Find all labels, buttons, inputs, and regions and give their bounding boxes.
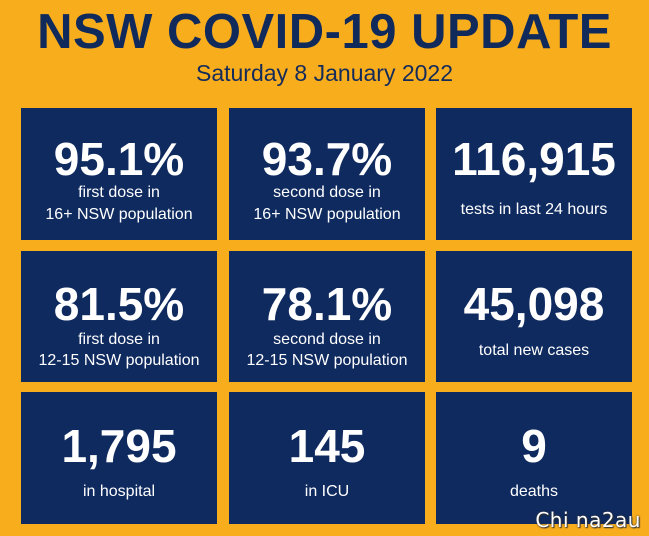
stat-value: 81.5% (53, 278, 185, 330)
stat-label-line1: total new cases (478, 342, 590, 359)
stat-tile-second-dose-12-15: 78.1% second dose in 12-15 NSW populatio… (229, 251, 425, 382)
stat-value: 145 (288, 420, 366, 472)
stat-label-line1: in ICU (304, 483, 350, 500)
stat-label-line1: second dose in (273, 331, 381, 348)
page-title: NSW COVID-19 UPDATE (37, 5, 612, 59)
stat-value: 95.1% (53, 133, 185, 185)
stat-label-line2: 16+ NSW population (253, 206, 401, 223)
stat-value: 1,795 (61, 420, 177, 472)
update-date: Saturday 8 January 2022 (195, 60, 453, 86)
stat-tile-second-dose-16plus: 93.7% second dose in 16+ NSW population (229, 108, 425, 240)
stat-label-line2: 16+ NSW population (45, 206, 193, 223)
stat-tile-icu: 145 in ICU (229, 392, 425, 524)
stat-tile-deaths: 9 deaths (436, 392, 632, 524)
stat-value: 93.7% (261, 133, 393, 185)
stat-label-line1: in hospital (82, 483, 156, 500)
stat-label-line1: deaths (509, 483, 559, 500)
stat-value: 45,098 (463, 278, 605, 330)
stat-label-line2: 12-15 NSW population (246, 352, 408, 369)
stat-label-line1: first dose in (78, 184, 160, 201)
stat-tile-first-dose-12-15: 81.5% first dose in 12-15 NSW population (21, 251, 217, 382)
stat-value: 116,915 (452, 133, 616, 185)
stat-label-line2: 12-15 NSW population (38, 352, 200, 369)
stat-label-line1: first dose in (78, 331, 160, 348)
stat-value: 78.1% (261, 278, 393, 330)
stat-tile-first-dose-16plus: 95.1% first dose in 16+ NSW population (21, 108, 217, 240)
stat-tile-tests: 116,915 tests in last 24 hours (436, 108, 632, 240)
stat-value: 9 (521, 420, 547, 472)
stat-label-line1: second dose in (273, 184, 381, 201)
watermark: Chi na2au (535, 508, 641, 532)
stat-tile-hospital: 1,795 in hospital (21, 392, 217, 524)
stat-label-line1: tests in last 24 hours (460, 201, 608, 218)
stat-tile-new-cases: 45,098 total new cases (436, 251, 632, 382)
